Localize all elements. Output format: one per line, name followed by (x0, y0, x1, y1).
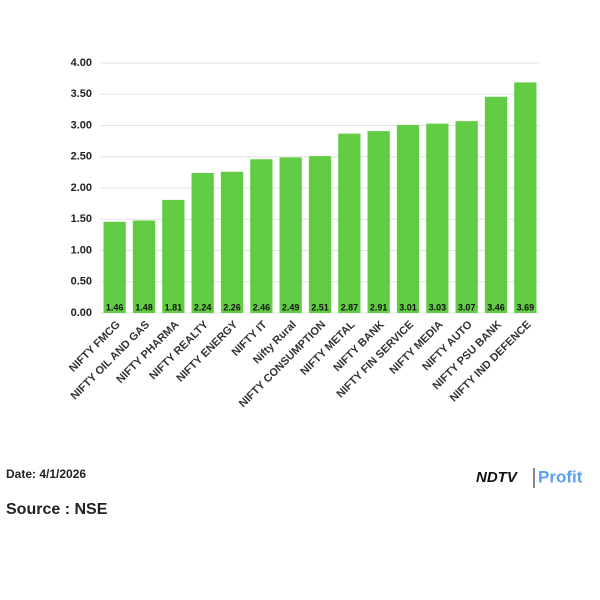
value-label: 1.48 (135, 302, 153, 312)
value-label: 3.69 (517, 302, 535, 312)
y-tick-label: 2.50 (71, 151, 92, 163)
bar (132, 220, 156, 313)
value-label: 3.46 (487, 302, 505, 312)
value-label: 3.03 (429, 302, 447, 312)
y-tick-label: 2.00 (71, 182, 92, 194)
bar (103, 221, 126, 313)
bar (396, 124, 420, 313)
value-label: 2.87 (341, 302, 359, 312)
bar (338, 133, 361, 313)
bar (220, 171, 244, 313)
y-tick-label: 0.50 (71, 276, 92, 288)
value-label: 2.49 (282, 302, 300, 312)
bar (308, 156, 332, 313)
value-label: 1.81 (165, 302, 183, 312)
date: Date: 4/1/2026 (6, 467, 86, 481)
value-label: 2.91 (370, 302, 388, 312)
value-label: 2.26 (223, 302, 241, 312)
value-label: 3.07 (458, 302, 476, 312)
value-label: 2.46 (253, 302, 271, 312)
bar (484, 96, 508, 313)
value-label: 2.24 (194, 302, 212, 312)
bar (426, 123, 449, 313)
y-tick-label: 3.50 (71, 88, 92, 100)
value-label: 2.51 (311, 302, 329, 312)
source: Source : NSE (6, 501, 108, 518)
bar (279, 157, 302, 313)
y-tick-label: 1.00 (71, 244, 92, 256)
value-label: 1.46 (106, 302, 124, 312)
brand-sub: Profit (538, 467, 583, 486)
bar (191, 173, 214, 313)
value-label: 3.01 (399, 302, 417, 312)
y-tick-label: 0.00 (71, 307, 92, 319)
bar (455, 121, 478, 313)
y-tick-label: 4.00 (71, 57, 92, 69)
y-tick-label: 1.50 (71, 213, 92, 225)
y-tick-label: 3.00 (71, 119, 92, 131)
brand-logo: NDTV (476, 469, 519, 486)
bar (367, 131, 390, 313)
bar (250, 159, 273, 313)
bar (514, 82, 537, 313)
bar (162, 199, 185, 313)
